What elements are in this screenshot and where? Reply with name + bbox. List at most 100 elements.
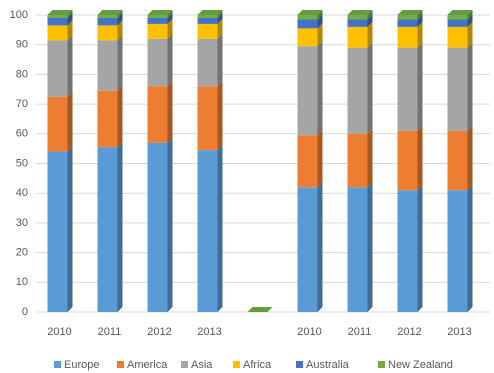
bar-side (367, 182, 373, 312)
bar-segment (297, 187, 318, 312)
bar-side (467, 10, 473, 20)
bar-segment (97, 25, 118, 41)
bar-segment (447, 190, 468, 312)
bar-segment (47, 17, 68, 26)
bar-side (417, 125, 423, 191)
bar-side (467, 42, 473, 131)
bar-segment (197, 150, 218, 312)
bar-top (347, 10, 373, 15)
bar-side (317, 14, 323, 29)
bar-side (467, 14, 473, 27)
x-tick-label: 2010 (47, 326, 71, 338)
bar-segment (147, 86, 168, 143)
legend-swatch (233, 361, 240, 368)
bar-segment (197, 23, 218, 39)
bar-segment (47, 151, 68, 312)
bar-segment (347, 26, 368, 48)
legend-swatch (181, 361, 188, 368)
legend-label: America (127, 359, 168, 371)
bar-side (117, 12, 123, 26)
bar-side (417, 14, 423, 27)
x-tick-label: 2012 (147, 326, 171, 338)
bar-side (367, 42, 373, 134)
bar-segment (97, 90, 118, 148)
legend-label: New Zealand (388, 359, 453, 371)
legend-swatch (117, 361, 124, 368)
bar-segment (147, 23, 168, 39)
bar-segment (197, 38, 218, 87)
bar-segment (47, 96, 68, 152)
bar-side (167, 137, 173, 312)
bar-segment (97, 147, 118, 312)
y-tick-label: 10 (16, 276, 28, 288)
bar-top (297, 10, 323, 15)
bar-side (217, 12, 223, 24)
bar-segment (97, 40, 118, 91)
bar-top (447, 10, 473, 15)
bar-top (47, 10, 73, 15)
x-tick-label: 2010 (297, 326, 321, 338)
bar-side (467, 185, 473, 312)
bar-side (67, 12, 73, 26)
bar-side (417, 42, 423, 131)
x-tick-label: 2013 (447, 326, 471, 338)
bar-side (167, 12, 173, 24)
bar-side (317, 182, 323, 312)
bar-side (117, 35, 123, 91)
bar-side (167, 33, 173, 87)
bar-segment (397, 26, 418, 48)
bar-segment (297, 46, 318, 136)
bar-segment (297, 135, 318, 188)
bar-segment (297, 28, 318, 47)
legend-label: Asia (191, 359, 213, 371)
bar-side (367, 14, 373, 27)
bar-top (197, 10, 223, 15)
bar-segment (97, 15, 118, 18)
bar-side (217, 145, 223, 312)
bar-segment (47, 25, 68, 41)
y-tick-label: 90 (16, 39, 28, 51)
bar-top (147, 10, 173, 15)
legend-label: Europe (64, 359, 99, 371)
bar-segment (197, 86, 218, 151)
bar-segment (347, 19, 368, 27)
bar-side (317, 23, 323, 47)
bar-side (67, 91, 73, 152)
bar-segment (347, 133, 368, 188)
bar-segment (47, 15, 68, 18)
legend-swatch (54, 361, 61, 368)
legend-label: Africa (243, 359, 272, 371)
bar-segment (147, 142, 168, 312)
legend-label: Australia (306, 359, 350, 371)
bar-segment (147, 38, 168, 87)
bar-segment (397, 19, 418, 27)
bar-side (317, 41, 323, 136)
bar-side (417, 10, 423, 20)
bar-side (67, 10, 73, 18)
bar-side (317, 10, 323, 20)
x-tick-label: 2011 (348, 326, 372, 338)
y-tick-label: 60 (16, 128, 28, 140)
bar-segment (397, 15, 418, 20)
y-tick-label: 80 (16, 68, 28, 80)
y-tick-label: 0 (22, 306, 28, 318)
bar-side (367, 128, 373, 188)
bar-side (217, 18, 223, 39)
bar-side (317, 130, 323, 188)
bar-side (67, 35, 73, 97)
x-tick-label: 2013 (197, 326, 221, 338)
bar-side (417, 185, 423, 312)
x-tick-label: 2012 (397, 326, 421, 338)
bar-segment (47, 40, 68, 97)
bar-side (467, 21, 473, 48)
y-tick-label: 30 (16, 217, 28, 229)
bar-side (67, 20, 73, 41)
bar-side (67, 146, 73, 312)
bar-side (117, 10, 123, 18)
bar-segment (447, 47, 468, 131)
bar-top (97, 10, 123, 15)
bar-side (367, 21, 373, 48)
bar-side (117, 20, 123, 41)
bar-segment (347, 187, 368, 312)
bar-segment (347, 47, 368, 134)
